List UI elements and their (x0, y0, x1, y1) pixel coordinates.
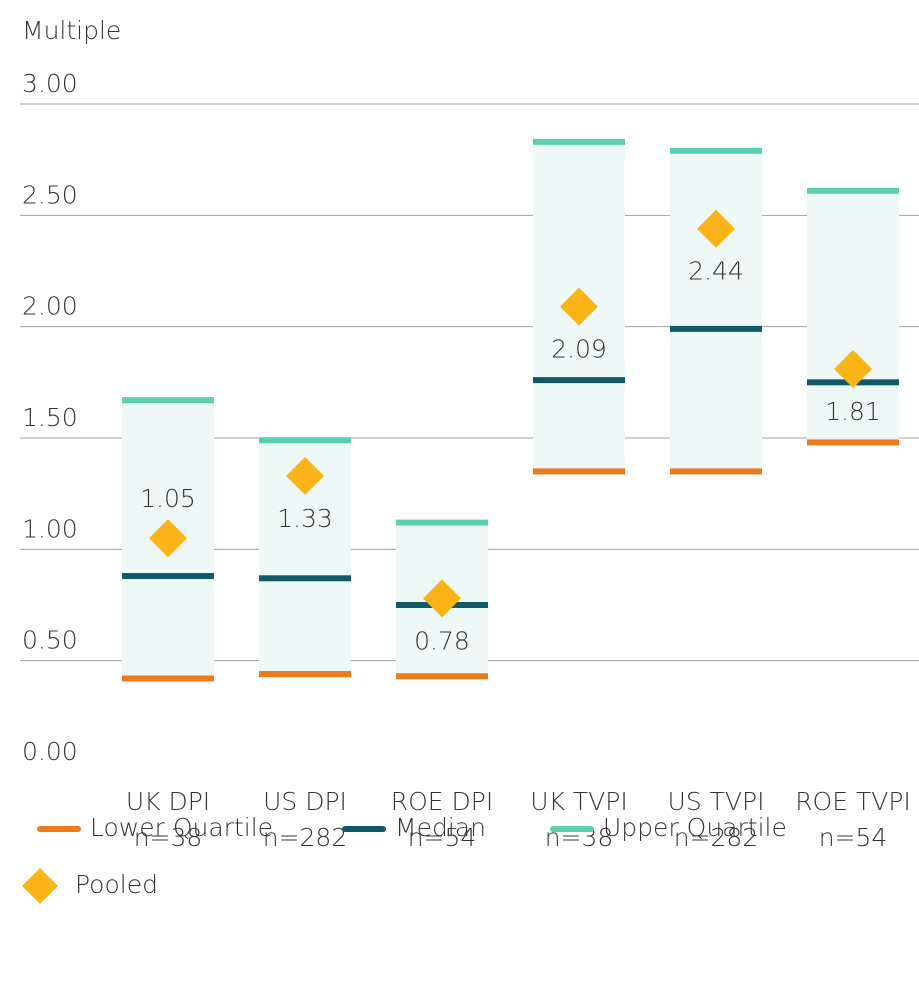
y-tick-label: 2.00 (22, 292, 78, 321)
upper-quartile (396, 519, 488, 526)
lower-quartile (807, 439, 899, 446)
pooled-label: 2.09 (551, 335, 607, 364)
pooled-marker (560, 287, 598, 326)
y-tick-label: 0.00 (22, 737, 78, 766)
lower-quartile (533, 468, 625, 475)
x-tick-label: US DPI (263, 787, 347, 816)
box (670, 150, 762, 472)
upper-quartile (122, 397, 214, 404)
upper-quartile (670, 147, 762, 154)
x-tick-label: UK TVPI (530, 787, 627, 816)
x-tick-sublabel: n=282 (263, 823, 348, 852)
x-tick-label: UK DPI (126, 787, 210, 816)
legend-label: Upper Quartile (603, 813, 787, 842)
pooled-marker (423, 579, 461, 618)
x-tick-sublabel: n=38 (134, 823, 203, 852)
median (259, 575, 351, 582)
pooled-label: 2.44 (688, 257, 744, 286)
pooled-label: 1.33 (277, 504, 333, 533)
legend-swatch (22, 868, 58, 904)
x-tick-label: ROE TVPI (795, 787, 911, 816)
x-tick-sublabel: n=54 (408, 823, 477, 852)
y-tick-label: 1.50 (22, 403, 78, 432)
pooled-label: 1.81 (825, 397, 881, 426)
median (533, 377, 625, 384)
lower-quartile (259, 671, 351, 678)
pooled-label: 1.05 (140, 484, 196, 513)
legend-label: Lower Quartile (90, 813, 273, 842)
x-tick-sublabel: n=54 (819, 823, 888, 852)
median (122, 573, 214, 580)
pooled-marker (286, 456, 324, 495)
lower-quartile (122, 675, 214, 682)
pooled-label: 0.78 (414, 626, 470, 655)
y-tick-label: 3.00 (22, 69, 78, 98)
y-tick-label: 0.50 (22, 626, 78, 655)
pooled-marker (834, 349, 872, 388)
upper-quartile (533, 138, 625, 145)
legend-label: Pooled (75, 870, 158, 899)
x-tick-sublabel: n=282 (674, 823, 759, 852)
upper-quartile (259, 437, 351, 444)
upper-quartile (807, 187, 899, 194)
pooled-marker (149, 519, 187, 558)
median (670, 325, 762, 332)
lower-quartile (396, 673, 488, 680)
y-tick-label: 1.00 (22, 514, 78, 543)
box (807, 190, 899, 443)
x-tick-label: ROE DPI (391, 787, 494, 816)
lower-quartile (670, 468, 762, 475)
y-tick-label: 2.50 (22, 180, 78, 209)
y-axis-label: Multiple (22, 16, 121, 45)
pooled-marker (697, 209, 735, 248)
legend-label: Median (395, 813, 486, 842)
x-tick-label: US TVPI (668, 787, 765, 816)
